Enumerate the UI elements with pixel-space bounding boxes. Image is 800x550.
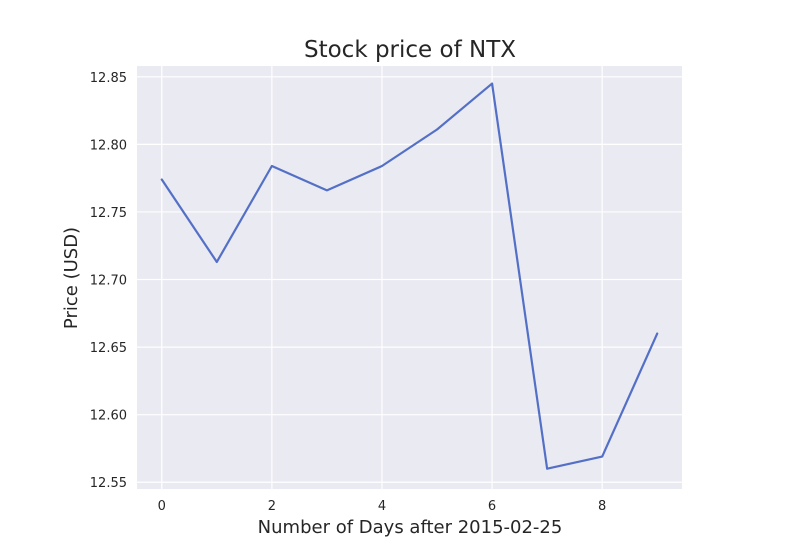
x-tick-label: 8 (598, 499, 606, 514)
chart-title: Stock price of NTX (304, 37, 516, 63)
y-tick-label: 12.70 (90, 274, 127, 289)
x-axis-label: Number of Days after 2015-02-25 (258, 517, 563, 538)
y-tick-label: 12.85 (90, 71, 127, 86)
y-tick-label: 12.65 (90, 341, 127, 356)
series-line (160, 82, 659, 470)
grid-lines (137, 66, 682, 489)
x-tick-label: 6 (488, 499, 496, 514)
y-tick-label: 12.75 (90, 206, 127, 221)
y-axis-label: Price (USD) (61, 227, 82, 329)
y-tick-label: 12.80 (90, 138, 127, 153)
x-tick-label: 4 (378, 499, 386, 514)
x-tick-label: 2 (268, 499, 276, 514)
y-tick-label: 12.60 (90, 409, 127, 424)
y-tick-label: 12.55 (90, 476, 127, 491)
y-tick-labels: 12.55 12.60 12.65 12.70 12.75 12.80 12.85 (90, 71, 127, 491)
series-layer (160, 82, 659, 470)
x-tick-labels: 0 2 4 6 8 (158, 499, 607, 514)
plot-background (137, 66, 682, 489)
x-tick-label: 0 (158, 499, 166, 514)
